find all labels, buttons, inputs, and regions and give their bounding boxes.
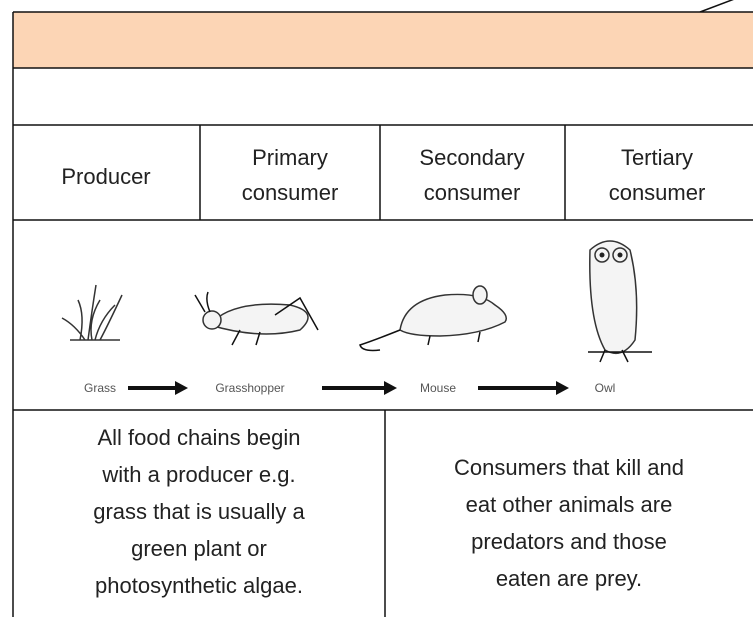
- grass-drawing: [61, 284, 123, 341]
- note-line: Consumers that kill and: [454, 455, 684, 480]
- title-row: [13, 12, 753, 68]
- grasshopper-drawing: [194, 291, 319, 346]
- corner-line: [699, 0, 734, 13]
- table-borders: [12, 11, 753, 617]
- header-cell: Primary: [252, 145, 328, 170]
- note-line: grass that is usually a: [93, 499, 305, 524]
- chain-label: Grasshopper: [215, 381, 284, 395]
- header-cell: Producer: [61, 164, 150, 189]
- header-cell: consumer: [242, 180, 339, 205]
- note-line: green plant or: [131, 536, 267, 561]
- note-line: All food chains begin: [97, 425, 300, 450]
- empty-row: [13, 68, 753, 125]
- chain-label: Mouse: [420, 381, 456, 395]
- mouse-drawing: [359, 285, 507, 352]
- chain-label: Grass: [84, 381, 116, 395]
- note-line: photosynthetic algae.: [95, 573, 303, 598]
- chain-arrows: [128, 381, 569, 395]
- notes: All food chains begin with a producer e.g…: [93, 425, 684, 598]
- header-cell: consumer: [609, 180, 706, 205]
- note-line: with a producer e.g.: [101, 462, 295, 487]
- note-line: eaten are prey.: [496, 566, 642, 591]
- chain-label: Owl: [595, 381, 616, 395]
- owl-drawing: [588, 240, 652, 363]
- header-cell: Secondary: [419, 145, 524, 170]
- header-cell: Tertiary: [621, 145, 693, 170]
- note-line: predators and those: [471, 529, 667, 554]
- note-line: eat other animals are: [466, 492, 673, 517]
- header-cell: consumer: [424, 180, 521, 205]
